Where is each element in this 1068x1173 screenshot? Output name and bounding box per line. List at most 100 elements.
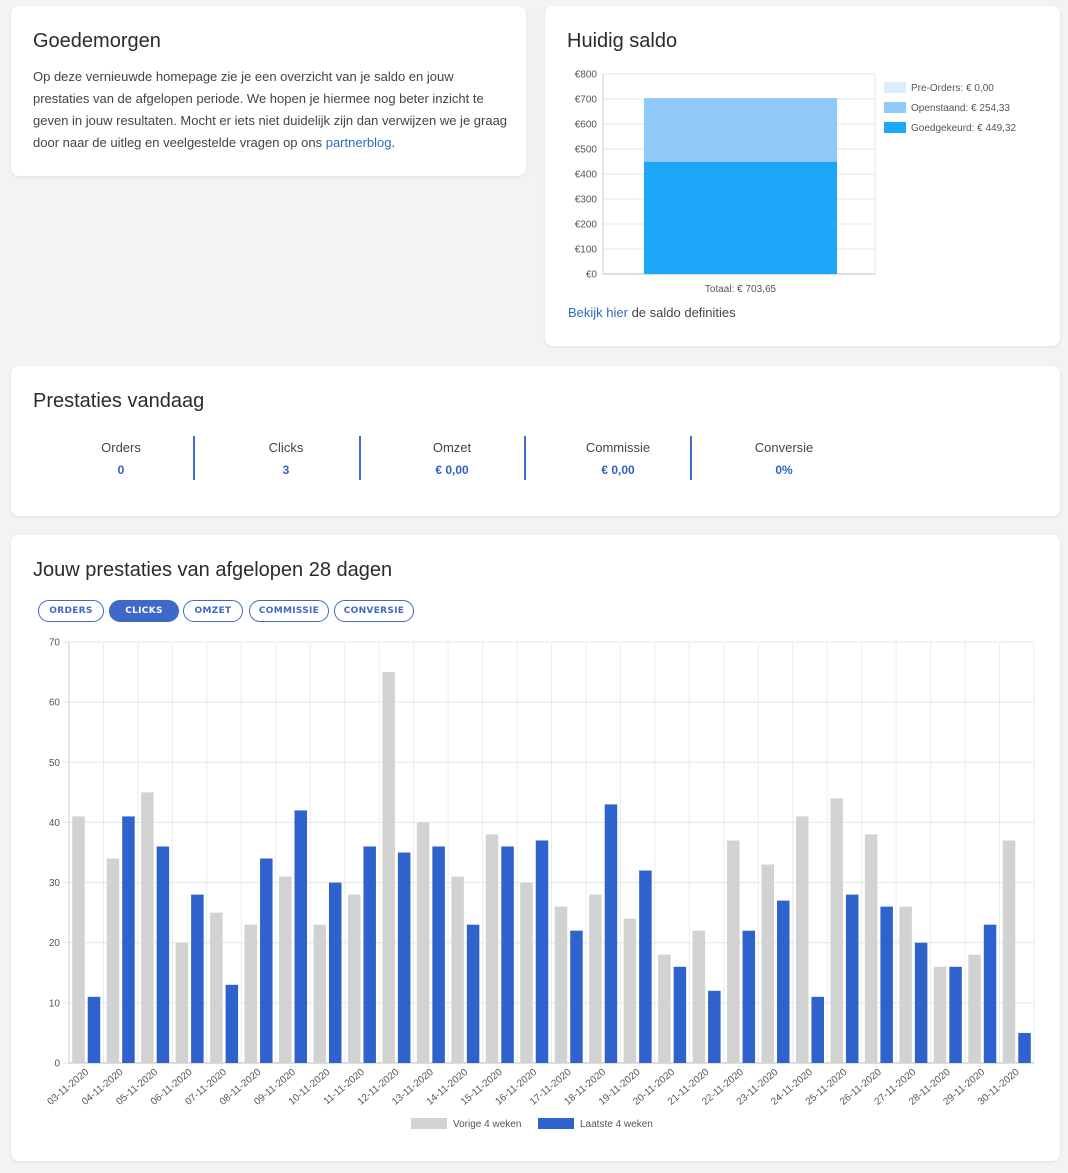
stat-label: Commissie [585,440,651,455]
perf-bar [742,930,756,1063]
stat-divider [524,436,526,480]
perf-y-tick: 30 [49,878,61,889]
saldo-legend-label: Goedgekeurd: € 449,32 [911,123,1017,134]
perf-bar [604,804,618,1063]
stat-label: Clicks [268,440,304,455]
perf-bar [397,852,411,1063]
perf-bar [363,846,376,1063]
perf-y-tick: 40 [49,818,61,829]
saldo-y-tick: €700 [575,95,598,106]
perf-bar [658,954,671,1063]
stat-label: Conversie [754,440,814,455]
tab-omzet[interactable]: OMZET [183,600,243,622]
perf-bar [899,906,912,1063]
tab-commissie[interactable]: COMMISSIE [249,600,329,622]
stat-divider [690,436,692,480]
saldo-y-tick: €100 [575,245,598,256]
perf-bar [106,858,120,1063]
perf-bar [313,924,326,1063]
perf-bar [122,816,135,1063]
stat-value: 0 [117,463,125,477]
performance-chart: 01020304050607003-11-202004-11-202005-11… [45,638,1035,1130]
welcome-text: Op deze vernieuwde homepage zie je een o… [33,66,511,154]
saldo-y-tick: €0 [586,270,598,281]
perf-bar [570,930,583,1063]
perf-bar [210,912,223,1063]
partnerblog-link[interactable]: partnerblog [325,135,392,150]
saldo-legend-swatch [884,122,906,133]
saldo-definitions-link[interactable]: Bekijk hier [568,305,628,320]
perf-bar [87,996,101,1063]
saldo-chart: €0 €100 €200 €300 €400 €500 €600 €700 €800 Totaal… [575,70,1017,296]
perf-bar [777,900,790,1063]
perf-bar [708,990,721,1063]
welcome-body: Op deze vernieuwde homepage zie je een o… [33,69,508,150]
perf-y-tick: 50 [49,758,61,769]
saldo-title: Huidig saldo [567,30,678,52]
saldo-legend-label: Pre-Orders: € 0,00 [911,83,994,94]
saldo-y-tick: €500 [575,145,598,156]
perf-bar [589,894,602,1063]
saldo-card: Huidig saldo €0 €100 €200 €300 €400 €500 €600 €… [545,6,1060,346]
stat-divider [359,436,361,480]
perf-bar [244,924,258,1063]
perf-bar [485,834,499,1063]
saldo-footer: Bekijk hier de saldo definities [568,305,736,320]
saldo-category-label: Totaal: € 703,65 [705,284,777,295]
perf-bar [501,846,514,1063]
saldo-legend-swatch [884,102,906,113]
perf-bar [968,954,981,1063]
perf-legend-swatch [411,1118,447,1129]
perf-legend-swatch [538,1118,574,1129]
perf-bar [761,864,775,1063]
tab-clicks[interactable]: CLICKS [109,600,179,622]
perf-bar [811,996,824,1063]
perf-bar [382,672,395,1063]
stat-value: € 0,00 [435,463,469,477]
today-title: Prestaties vandaag [33,390,205,412]
perf-y-tick: 70 [49,638,61,649]
perf-bar [949,966,962,1063]
perf-bar [141,792,154,1063]
saldo-y-tick: €800 [575,70,598,81]
perf-bar [639,870,652,1063]
saldo-bar-segment [644,161,837,274]
tab-orders[interactable]: ORDERS [38,600,104,622]
perf-bar [225,984,239,1063]
saldo-footer-text: de saldo definities [627,305,736,320]
saldo-legend-swatch [884,82,906,93]
perf-bar [845,894,859,1063]
stat-omzet: Omzet € 0,00 [369,436,535,480]
perf-bar [347,894,361,1063]
perf-legend-label: Vorige 4 weken [453,1119,521,1130]
perf-bar [466,924,480,1063]
perf-bar [933,966,947,1063]
today-card: Prestaties vandaag Orders 0 Clicks 3 Omz… [11,366,1060,516]
perf-bar [294,810,308,1063]
stat-commissie: Commissie € 0,00 [535,436,701,480]
saldo-legend-label: Openstaand: € 254,33 [911,103,1010,114]
perf-bar [880,906,893,1063]
tab-conversie[interactable]: CONVERSIE [334,600,414,622]
welcome-title: Goedemorgen [33,30,161,52]
perf-bar [795,816,809,1063]
saldo-y-tick: €300 [575,195,598,206]
stat-label: Omzet [432,440,472,455]
saldo-y-tick: €600 [575,120,598,131]
stat-value: € 0,00 [601,463,635,477]
perf-bar [692,930,706,1063]
perf-bar [623,918,637,1063]
stat-label: Orders [101,440,141,455]
perf-bar [520,882,533,1063]
perf-bar [1018,1032,1031,1063]
stat-conversie: Conversie 0% [701,436,867,480]
perf-bar [914,942,928,1063]
perf-bar [191,894,204,1063]
perf-bar [1002,840,1016,1063]
perf-y-tick: 20 [49,938,61,949]
perf-bar [830,798,843,1063]
perf-bar [554,906,568,1063]
perf-y-tick: 0 [54,1059,60,1070]
perf-bar [673,966,687,1063]
welcome-card: Goedemorgen Op deze vernieuwde homepage … [11,6,526,176]
